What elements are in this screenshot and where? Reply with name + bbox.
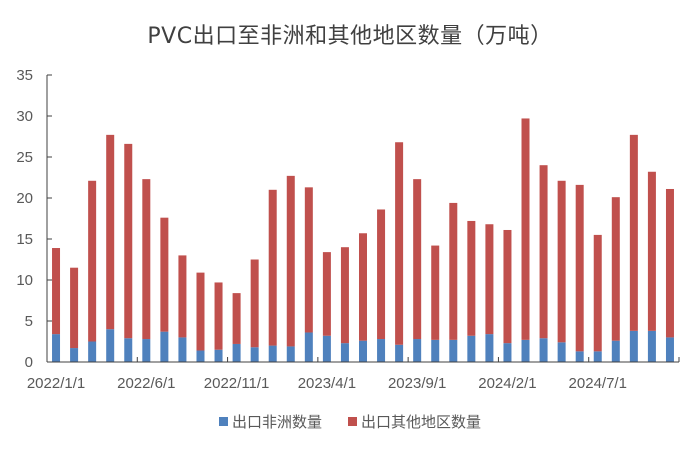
bar-other [52,248,61,335]
x-tick-label: 2022/6/1 [117,375,175,392]
bar-other [160,217,169,332]
bar-africa [142,339,151,362]
bar-other [413,179,422,340]
bar-africa [557,342,566,362]
bar-africa [178,337,187,362]
bar-other [340,247,349,344]
bar-other [196,272,205,351]
bar-africa [52,334,61,362]
legend-label-other: 出口其他地区数量 [361,413,482,431]
x-tick-label: 2024/2/1 [478,375,536,392]
bar-africa [593,351,602,362]
bar-other [449,202,458,340]
bar-other [467,220,476,336]
x-tick-label: 2022/11/1 [204,375,270,392]
bar-africa [503,343,512,362]
bar-other [106,134,115,330]
bar-other [70,267,79,349]
x-tick-label: 2022/1/1 [27,375,85,392]
bars-group [52,118,674,362]
legend-label-africa: 出口非洲数量 [231,413,322,431]
legend-swatch-africa [218,417,228,426]
bar-africa [485,334,494,362]
bar-africa [88,341,97,362]
bar-africa [196,350,205,362]
bar-africa [250,347,259,362]
bar-other [232,293,241,344]
bar-other [359,233,367,341]
bar-africa [629,330,638,362]
bar-africa [322,335,331,362]
bar-other [214,282,223,350]
bar-africa [431,339,440,362]
bar-africa [304,332,313,362]
y-tick-label: 20 [16,190,33,207]
bar-africa [575,351,584,362]
legend: 出口非洲数量 出口其他地区数量 [0,411,700,432]
bar-africa [449,339,458,362]
legend-swatch-other [348,417,357,426]
bar-other [395,142,404,345]
bar-other [647,171,656,331]
y-axis-labels: 0 5 10 15 20 25 30 35 [16,67,33,371]
bar-other [665,188,674,338]
bar-other [268,189,277,346]
bar-africa [467,335,476,362]
legend-item-africa: 出口非洲数量 [218,411,322,432]
bar-other [322,252,331,336]
bar-other [286,175,295,347]
y-tick-label: 35 [16,67,33,84]
bar-other [521,118,530,340]
y-tick-label: 0 [25,354,33,371]
bar-other [593,234,602,352]
bar-africa [286,346,295,362]
y-tick-label: 25 [16,149,33,166]
bar-africa [268,345,277,362]
bar-other [503,229,512,344]
bar-other [142,179,151,340]
x-tick-label: 2024/7/1 [569,375,627,392]
bar-africa [539,338,548,362]
bar-other [88,180,97,342]
bar-other [377,209,386,340]
bar-africa [647,330,656,362]
bar-africa [124,338,133,362]
bar-other [304,187,313,333]
y-tick-label: 30 [16,108,33,125]
bar-other [178,255,187,338]
y-tick-label: 5 [25,313,33,330]
bar-africa [611,340,620,362]
bar-other [575,184,584,352]
bar-other [431,245,440,340]
bar-other [629,134,638,331]
bar-africa [106,329,115,362]
bar-africa [413,339,422,362]
bar-other [557,180,566,343]
bar-africa [377,339,386,362]
bar-africa [665,337,674,362]
axes-group [46,74,680,363]
bar-africa [70,348,79,362]
bar-other [611,197,620,341]
x-tick-label: 2023/9/1 [388,375,446,392]
x-tick-label: 2023/4/1 [298,375,356,392]
bar-africa [340,343,349,362]
bar-africa [395,344,404,362]
bar-other [539,165,548,339]
bar-other [124,143,133,339]
y-tick-label: 10 [16,272,33,289]
legend-item-other: 出口其他地区数量 [348,411,481,432]
bar-africa [214,349,223,362]
bar-africa [521,339,530,362]
bar-other [485,224,494,335]
bar-other [250,259,259,348]
chart-title: PVC出口至非洲和其他地区数量（万吨） [147,24,553,49]
y-tick-label: 15 [16,231,33,248]
bar-africa [160,331,169,362]
bar-africa [232,343,241,362]
x-axis-labels: 2022/1/1 2022/6/1 2022/11/1 2023/4/1 2023/9/… [27,375,627,392]
bar-africa [359,340,367,362]
